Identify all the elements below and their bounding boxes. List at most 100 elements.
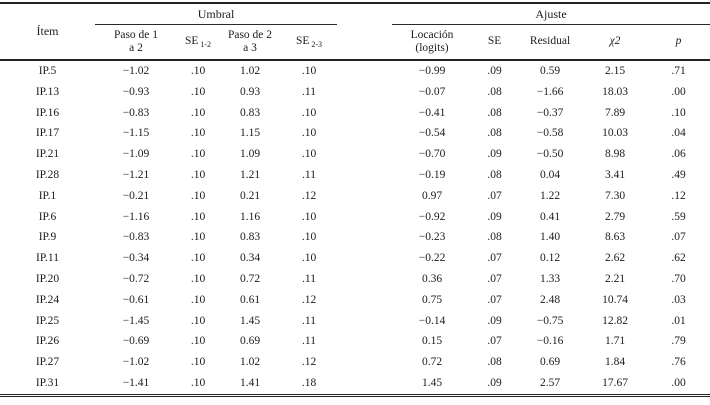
cell-residual: 2.48	[539, 293, 561, 306]
cell-se-2-3: .11	[302, 314, 316, 327]
group-gap	[337, 290, 392, 311]
col-header-chi2: χ2	[609, 35, 621, 48]
cell-residual: −0.50	[536, 148, 564, 161]
group-gap	[337, 352, 392, 373]
cell-se: .07	[487, 189, 502, 202]
cell-paso-1-2: −1.15	[122, 127, 150, 140]
cell-p: .10	[671, 106, 686, 119]
cell-p: .04	[671, 127, 686, 140]
cell-paso-2-3: 0.93	[239, 85, 261, 98]
cell-se: .09	[487, 148, 502, 161]
cell-paso-2-3: 1.02	[239, 356, 261, 369]
cell-paso-2-3: 1.09	[239, 148, 261, 161]
table-row: IP.16 −0.83 .10 0.83 .10 −0.41 .08 −0.37 7.89 .10	[0, 103, 710, 124]
group-gap	[337, 3, 392, 60]
group-gap	[337, 311, 392, 332]
cell-se: .08	[487, 85, 502, 98]
cell-residual: 0.41	[539, 210, 561, 223]
cell-chi2: 2.79	[604, 210, 626, 223]
cell-se-1-2: .10	[190, 272, 206, 285]
cell-paso-1-2: −0.93	[122, 85, 150, 98]
group-header-ajuste: Ajuste	[392, 3, 710, 25]
cell-paso-1-2: −0.34	[122, 252, 150, 265]
cell-residual: 1.22	[539, 189, 561, 202]
table-row: IP.25 −1.45 .10 1.45 .11 −0.14 .09 −0.75 12.82 .0…	[0, 311, 710, 332]
se-2-3-base: SE	[295, 34, 310, 47]
cell-se: .08	[487, 231, 502, 244]
cell-chi2: 7.89	[604, 106, 626, 119]
cell-item: IP.21	[35, 148, 60, 161]
cell-item: IP.5	[38, 65, 57, 77]
cell-paso-2-3: 1.16	[239, 210, 261, 223]
table-row: IP.9 −0.83 .10 0.83 .10 −0.23 .08 1.40 8.63 .07	[0, 227, 710, 248]
cell-se-2-3: .11	[302, 168, 316, 181]
cell-paso-1-2: −0.69	[122, 335, 150, 348]
cell-locacion: −0.07	[418, 85, 446, 98]
cell-paso-1-2: −1.41	[122, 376, 150, 389]
cell-item: IP.13	[35, 85, 60, 98]
table-row: IP.28 −1.21 .10 1.21 .11 −0.19 .08 0.04 3.41 .49	[0, 165, 710, 186]
cell-locacion: 0.97	[421, 189, 443, 202]
cell-paso-1-2: −1.45	[122, 314, 150, 327]
cell-chi2: 18.03	[602, 85, 628, 98]
cell-chi2: 17.67	[602, 376, 628, 389]
col-header-se-1-2: SE 1-2	[177, 25, 219, 61]
cell-paso-1-2: −0.61	[122, 293, 150, 306]
group-gap	[337, 123, 392, 144]
cell-item: IP.24	[35, 293, 60, 306]
cell-p: .70	[671, 272, 686, 285]
cell-se-1-2: .10	[190, 210, 206, 223]
cell-se-1-2: .10	[190, 252, 206, 265]
col-header-p: p	[675, 35, 682, 48]
cell-se-2-3: .12	[301, 293, 317, 306]
table-row: IP.6 −1.16 .10 1.16 .10 −0.92 .09 0.41 2.79 .59	[0, 207, 710, 228]
cell-residual: −1.66	[536, 85, 564, 98]
group-gap	[337, 186, 392, 207]
cell-se-2-3: .12	[301, 356, 317, 369]
cell-se-2-3: .10	[301, 231, 317, 244]
cell-paso-2-3: 0.83	[239, 231, 261, 244]
cell-p: .00	[671, 85, 686, 98]
table-row: IP.5 −1.02 .10 1.02 .10 −0.99 .09 0.59 2.15 .71	[0, 60, 710, 82]
cell-se-1-2: .10	[190, 148, 206, 161]
cell-item: IP.20	[35, 272, 60, 285]
group-gap	[337, 269, 392, 290]
col-header-residual: Residual	[529, 35, 571, 48]
cell-locacion: −0.19	[418, 168, 446, 181]
group-gap	[337, 144, 392, 165]
table-row: IP.27 −1.02 .10 1.02 .12 0.72 .08 0.69 1.84 .76	[0, 352, 710, 373]
cell-se-2-3: .11	[302, 85, 316, 98]
cell-paso-2-3: 0.83	[239, 106, 261, 119]
cell-item: IP.11	[36, 252, 59, 265]
cell-item: IP.1	[38, 189, 57, 202]
cell-se-1-2: .10	[190, 127, 206, 140]
cell-paso-2-3: 1.21	[239, 168, 261, 181]
cell-se-2-3: .11	[302, 272, 316, 285]
cell-se-2-3: .10	[301, 252, 317, 265]
cell-chi2: 12.82	[602, 314, 628, 327]
cell-se-2-3: .11	[302, 335, 316, 348]
cell-p: .06	[671, 148, 686, 161]
cell-locacion: 0.15	[421, 335, 443, 348]
cell-chi2: 1.84	[604, 356, 626, 369]
cell-locacion: −0.99	[418, 65, 446, 77]
cell-se-1-2: .10	[190, 85, 206, 98]
cell-p: .76	[671, 356, 686, 369]
cell-residual: 0.69	[539, 356, 561, 369]
cell-residual: 1.40	[539, 231, 561, 244]
cell-locacion: −0.22	[418, 252, 446, 265]
cell-item: IP.27	[35, 356, 60, 369]
cell-p: .12	[671, 189, 686, 202]
table-row: IP.11 −0.34 .10 0.34 .10 −0.22 .07 0.12 2.62 .62	[0, 248, 710, 269]
se-1-2-subscript: 1-2	[200, 40, 212, 50]
locacion-line2: (logits)	[415, 42, 449, 54]
cell-se: .09	[487, 65, 502, 77]
cell-paso-1-2: −1.16	[122, 210, 150, 223]
cell-se-1-2: .10	[190, 293, 206, 306]
table-row: IP.1 −0.21 .10 0.21 .12 0.97 .07 1.22 7.30 .12	[0, 186, 710, 207]
cell-paso-2-3: 1.02	[239, 65, 261, 77]
table-row: IP.17 −1.15 .10 1.15 .10 −0.54 .08 −0.58 10.03 .0…	[0, 123, 710, 144]
cell-item: IP.31	[35, 376, 60, 389]
